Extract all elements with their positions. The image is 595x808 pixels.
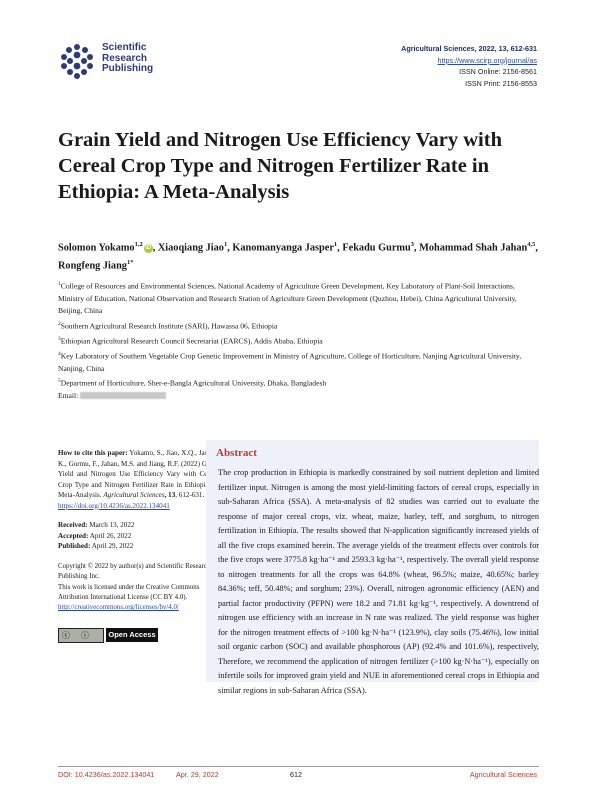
affiliation-text: College of Resources and Environmental S… bbox=[58, 281, 517, 316]
author-affiliation-sup: 1 bbox=[333, 241, 338, 248]
article-dates: Received: March 13, 2022 Accepted: April… bbox=[58, 520, 218, 552]
affiliation-sup: 4 bbox=[58, 350, 61, 357]
affiliation-item: 2Southern Agricultural Research Institut… bbox=[58, 318, 540, 333]
affiliation-text: Southern Agricultural Research Institute… bbox=[60, 321, 278, 331]
orcid-icon[interactable]: iD bbox=[143, 244, 153, 254]
author-name: Kanomanyanga Jasper bbox=[232, 242, 334, 254]
author-name: Xiaoqiang Jiao bbox=[157, 242, 224, 254]
affiliation-sup: 1 bbox=[58, 281, 61, 287]
author-affiliation-sup: 4,5 bbox=[527, 241, 536, 248]
scirp-logo-icon bbox=[61, 44, 93, 79]
page-number: 612 bbox=[290, 770, 302, 779]
footer-date: Apr. 29, 2022 bbox=[176, 770, 219, 779]
how-to-cite-volume: , 13 bbox=[164, 491, 176, 499]
author-separator: , bbox=[337, 242, 343, 254]
license-line: This work is licensed under the Creative… bbox=[58, 583, 200, 601]
author-name: Solomon Yokamo bbox=[58, 242, 135, 254]
journal-url-link[interactable]: https://www.scirp.org/journal/as bbox=[437, 55, 537, 65]
affiliation-sup: 5 bbox=[58, 377, 61, 384]
received-label: Received: bbox=[58, 521, 88, 529]
journal-citation: Agricultural Sciences, 2022, 13, 612-631 bbox=[401, 44, 537, 53]
footer-divider bbox=[58, 766, 539, 767]
author-list: Solomon Yokamo1,2iD, Xiaoqiang Jiao1, Ka… bbox=[58, 237, 538, 274]
author-name: Rongfeng Jiang bbox=[58, 260, 127, 272]
affiliation-item: 3Ethiopian Agricultural Research Council… bbox=[58, 333, 540, 348]
abstract-heading: Abstract bbox=[216, 447, 257, 459]
open-access-badge: Open Access bbox=[106, 628, 158, 642]
journal-info: Agricultural Sciences, 2022, 13, 612-631… bbox=[401, 43, 537, 89]
how-to-cite-journal: Agricultural Sciences bbox=[103, 491, 165, 499]
author-affiliation-sup: 3 bbox=[410, 241, 414, 248]
author-affiliation-sup: 1,2 bbox=[134, 241, 143, 248]
author-name: Fekadu Gurmu bbox=[342, 242, 411, 254]
email-label: Email: bbox=[58, 390, 81, 400]
affiliation-sup: 2 bbox=[58, 320, 61, 327]
received-date: March 13, 2022 bbox=[87, 521, 135, 529]
email-line: Email: bbox=[58, 390, 540, 402]
affiliation-item: 5Department of Horticulture, Sher-e-Bang… bbox=[58, 375, 540, 390]
affiliation-text: Ethiopian Agricultural Research Council … bbox=[60, 336, 323, 346]
publisher-line-3: Publishing bbox=[102, 63, 154, 74]
author-name: Mohammad Shah Jahan bbox=[419, 242, 528, 254]
cc-by-license-icon[interactable]: ⓒ ⓘ bbox=[58, 628, 104, 643]
publisher-line-2: Research bbox=[102, 52, 148, 64]
affiliation-item: 4Key Laboratory of Southern Vegetable Cr… bbox=[58, 348, 540, 375]
copyright-notice: Copyright © 2022 by author(s) and Scient… bbox=[58, 562, 218, 613]
how-to-cite-text: Yokamo, S., Jiao, X.Q., Jasper, K., Gurm… bbox=[58, 449, 218, 499]
publisher-line-1: Scientific bbox=[102, 42, 147, 53]
how-to-cite-label: How to cite this paper: bbox=[58, 449, 128, 457]
author-separator: , bbox=[227, 242, 233, 254]
footer-doi[interactable]: DOI: 10.4236/as.2022.134041 bbox=[58, 770, 155, 779]
by-person-icon: ⓘ bbox=[81, 631, 89, 640]
published-label: Published: bbox=[58, 542, 91, 550]
issn-online: ISSN Online: 2156-8561 bbox=[459, 67, 537, 77]
author-affiliation-sup: 1 bbox=[223, 241, 228, 248]
affiliation-sup: 3 bbox=[58, 335, 61, 342]
publisher-logo: Scientific Research Publishing bbox=[58, 40, 158, 84]
how-to-cite-pages: , 612-631. bbox=[175, 491, 205, 499]
how-to-cite: How to cite this paper: Yokamo, S., Jiao… bbox=[58, 448, 218, 511]
issn-print: ISSN Print: 2156-8553 bbox=[465, 78, 537, 88]
abstract-background bbox=[206, 440, 539, 682]
accepted-date: April 26, 2022 bbox=[88, 531, 132, 540]
how-to-cite-doi-link[interactable]: https://doi.org/10.4236/as.2022.134041 bbox=[58, 501, 170, 510]
author-affiliation-sup: 1* bbox=[126, 259, 134, 267]
author-separator: , bbox=[535, 242, 538, 254]
affiliation-text: Key Laboratory of Southern Vegetable Cro… bbox=[58, 351, 522, 373]
footer-journal: Agricultural Sciences bbox=[469, 770, 537, 779]
publisher-name: Scientific Research Publishing bbox=[102, 42, 154, 75]
abstract-text: The crop production in Ethiopia is marke… bbox=[218, 468, 539, 695]
affiliation-item: 1College of Resources and Environmental … bbox=[58, 278, 540, 318]
cc-icon: ⓒ bbox=[62, 631, 70, 640]
published-date: April 29, 2022 bbox=[90, 542, 134, 550]
affiliation-text: Department of Horticulture, Sher-e-Bangl… bbox=[60, 378, 327, 388]
copyright-line: Copyright © 2022 by author(s) and Scient… bbox=[58, 563, 211, 581]
author-separator: , bbox=[413, 242, 420, 254]
accepted-label: Accepted: bbox=[58, 531, 89, 540]
paper-title: Grain Yield and Nitrogen Use Efficiency … bbox=[58, 129, 502, 203]
email-redacted bbox=[80, 391, 167, 399]
author-separator: , bbox=[152, 242, 158, 254]
affiliations: 1College of Resources and Environmental … bbox=[58, 278, 540, 402]
license-link[interactable]: http://creativecommons.org/licenses/by/4… bbox=[58, 604, 179, 612]
